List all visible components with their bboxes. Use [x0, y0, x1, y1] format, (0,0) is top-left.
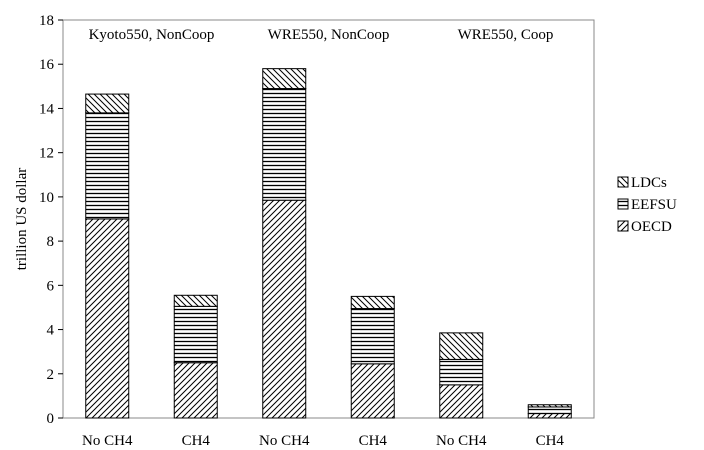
bar-segment-ldcs [173, 294, 218, 307]
y-tick-label: 2 [47, 367, 55, 383]
bar-segment-eefsu [262, 88, 307, 201]
y-tick-label: 10 [39, 190, 54, 206]
legend: LDCs EEFSU OECD [617, 175, 677, 235]
legend-swatch-oecd [617, 220, 629, 232]
bar-segment-oecd [85, 218, 130, 419]
y-tick-label: 14 [39, 101, 55, 117]
bar-segment-eefsu [527, 406, 572, 415]
y-tick-label: 12 [39, 146, 54, 162]
bar-segment-oecd [350, 363, 395, 419]
y-tick-label: 4 [47, 323, 55, 339]
bar-segment-eefsu [173, 305, 218, 364]
x-axis-labels: No CH4 CH4 No CH4 CH4 No CH4 CH4 [82, 433, 564, 449]
y-tick-label: 18 [39, 13, 54, 29]
scenario-labels: Kyoto550, NonCoop WRE550, NonCoop WRE550, … [89, 27, 554, 43]
bar-segment-oecd [439, 384, 484, 419]
scenario-label: Kyoto550, NonCoop [89, 27, 215, 43]
legend-swatch-ldcs [617, 176, 629, 188]
bar-segment-ldcs [350, 295, 395, 310]
bar-segment-eefsu [85, 112, 130, 220]
category-label: No CH4 [259, 433, 310, 449]
bar-segment-ldcs [85, 93, 130, 114]
category-label: CH4 [536, 433, 565, 449]
plot-area [62, 19, 595, 419]
scenario-label: WRE550, NonCoop [268, 27, 390, 43]
category-label: No CH4 [82, 433, 133, 449]
y-tick-label: 8 [47, 234, 55, 250]
y-tick-label: 6 [47, 278, 55, 294]
scenario-label: WRE550, Coop [458, 27, 554, 43]
bar-segment-oecd [262, 199, 307, 419]
y-axis-title: trillion US dollar [14, 168, 30, 271]
y-tick-label: 16 [39, 57, 55, 73]
y-tick-label: 0 [47, 411, 55, 427]
bar-segment-ldcs [527, 404, 572, 408]
bars [85, 68, 572, 419]
y-axis: 0 2 4 6 8 10 12 14 16 18 [39, 13, 63, 427]
bar-segment-ldcs [439, 332, 484, 360]
bar-segment-eefsu [439, 358, 484, 386]
legend-swatch-eefsu [617, 198, 629, 210]
bar-segment-eefsu [350, 308, 395, 365]
legend-label-eefsu: EEFSU [631, 197, 677, 213]
legend-label-ldcs: LDCs [631, 175, 667, 191]
legend-label-oecd: OECD [631, 219, 672, 235]
category-label: CH4 [359, 433, 388, 449]
bar-segment-oecd [173, 362, 218, 419]
bar-segment-ldcs [262, 68, 307, 90]
bar-segment-oecd [527, 413, 572, 419]
category-label: CH4 [182, 433, 211, 449]
category-label: No CH4 [436, 433, 487, 449]
